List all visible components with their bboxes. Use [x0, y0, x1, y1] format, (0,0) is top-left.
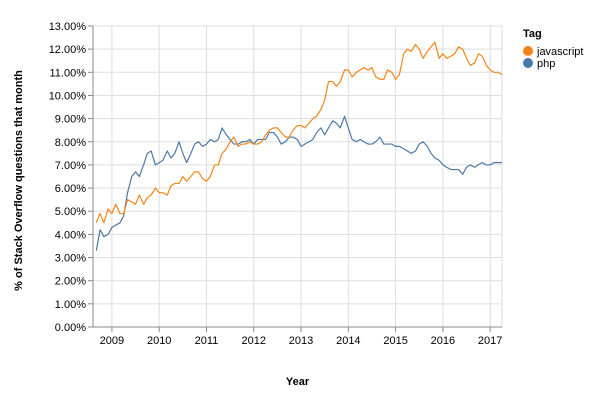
y-tick-label: 2.00%: [55, 276, 86, 288]
y-tick-label: 4.00%: [55, 229, 86, 241]
y-tick-label: 1.00%: [55, 299, 86, 311]
x-tick-label: 2015: [383, 335, 407, 347]
legend-title: Tag: [523, 28, 542, 40]
series-lines: [95, 41, 503, 251]
y-tick-label: 10.00%: [49, 90, 87, 102]
y-tick-label: 5.00%: [55, 206, 86, 218]
gridlines: [93, 25, 503, 328]
x-tick-label: 2016: [431, 335, 455, 347]
x-tick-label: 2017: [478, 335, 502, 347]
x-tick-label: 2014: [336, 335, 360, 347]
y-axis-ticks: 0.00% 1.00% 2.00% 3.00% 4.00% 5.00% 6.00% 7.00%…: [49, 21, 93, 334]
legend-label-javascript: javascript: [536, 46, 583, 58]
y-tick-label: 6.00%: [55, 183, 86, 195]
series-line-javascript: [95, 41, 503, 224]
y-tick-label: 13.00%: [49, 21, 87, 33]
x-tick-label: 2010: [147, 335, 171, 347]
y-tick-label: 8.00%: [55, 137, 86, 149]
y-tick-label: 0.00%: [55, 322, 86, 334]
y-tick-label: 12.00%: [49, 44, 87, 56]
y-tick-label: 9.00%: [55, 114, 86, 126]
y-tick-label: 7.00%: [55, 160, 86, 172]
y-tick-label: 11.00%: [50, 67, 87, 79]
series-line-php: [95, 115, 502, 251]
x-tick-label: 2013: [289, 335, 313, 347]
legend-swatch-javascript: [523, 46, 533, 56]
y-axis-title: % of Stack Overflow questions that month: [13, 70, 25, 291]
legend-swatch-php: [523, 58, 533, 68]
legend-label-php: php: [537, 58, 555, 70]
axes: [92, 26, 502, 328]
x-axis-title: Year: [286, 376, 310, 388]
x-tick-label: 2011: [195, 335, 219, 347]
x-tick-label: 2012: [242, 335, 266, 347]
x-tick-label: 2009: [100, 335, 124, 347]
y-tick-label: 3.00%: [55, 253, 86, 265]
x-axis-ticks: 2009 2010 2011 2012 2013 2014 2015 2016 2017: [100, 327, 502, 347]
